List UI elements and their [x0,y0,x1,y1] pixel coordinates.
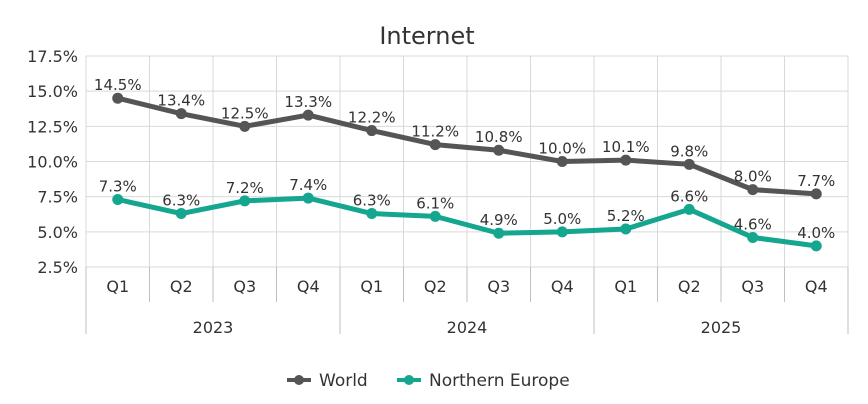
data-label: 12.5% [221,104,269,122]
data-label: 8.0% [734,168,772,186]
data-point [239,120,251,132]
x-tick-label: Q4 [297,277,320,296]
data-point [683,158,695,170]
data-label: 14.5% [94,76,142,94]
x-tick-label: Q2 [424,277,447,296]
year-label: 2025 [701,318,742,337]
y-tick-label: 12.5% [27,117,78,136]
series-world: 14.5% 13.4% 12.5% 13.3% 12.2% 11.2% 10.8% 10.0%… [94,76,835,200]
data-point [429,139,441,151]
series-line [115,195,819,249]
chart-title: Internet [379,22,474,50]
data-point [302,192,314,204]
data-label: 6.3% [353,192,391,210]
x-tick-label: Q3 [233,277,256,296]
data-label: 5.2% [607,207,645,225]
data-label: 4.6% [734,215,772,233]
data-point [493,144,505,156]
data-label: 6.3% [162,192,200,210]
data-point [556,156,568,167]
y-axis-tick-labels: 2.5% 5.0% 7.5% 10.0% 12.5% 15.0% 17.5% [27,47,78,277]
data-label: 5.0% [543,210,581,228]
data-label: 7.3% [99,177,137,195]
data-label: 12.2% [348,109,396,127]
legend-label: Northern Europe [429,371,570,391]
x-tick-label: Q1 [360,277,383,296]
data-point [810,240,822,252]
series-layer: 14.5% 13.4% 12.5% 13.3% 12.2% 11.2% 10.8% 10.0%… [94,76,835,252]
data-point [620,223,632,235]
y-tick-label: 15.0% [27,82,78,101]
data-label: 7.2% [226,179,264,197]
data-label: 7.4% [289,176,327,194]
data-point [747,184,759,196]
data-point [366,208,378,220]
x-tick-label: Q2 [678,277,701,296]
data-label: 10.8% [475,128,523,146]
data-label: 4.0% [797,224,835,242]
legend-marker [294,375,304,385]
y-tick-label: 7.5% [37,188,78,207]
data-label: 4.9% [480,211,518,229]
data-label: 9.8% [670,142,708,160]
legend: World Northern Europe [287,371,570,391]
data-point [747,231,759,243]
data-point [175,208,187,220]
year-label: 2023 [193,318,234,337]
year-label: 2024 [447,318,488,337]
legend-marker [404,375,414,385]
x-tick-label: Q2 [170,277,193,296]
data-label: 10.0% [538,140,586,158]
y-tick-label: 2.5% [37,258,78,277]
data-point [810,188,822,200]
data-label: 13.3% [284,93,332,111]
data-point [302,109,314,121]
data-point [683,203,695,215]
data-point [175,108,187,120]
x-axis: Q1 Q2 Q3 Q4 Q1 Q2 Q3 Q4 Q1 Q2 Q3 Q4 2023 2024 2025 [85,267,849,337]
data-point [493,227,505,239]
y-tick-label: 17.5% [27,47,78,66]
data-point [239,195,251,207]
x-tick-label: Q3 [741,277,764,296]
x-tick-label: Q4 [805,277,828,296]
data-point [112,193,124,205]
data-point [620,154,632,166]
data-point [112,92,124,104]
y-tick-label: 5.0% [37,223,78,242]
data-label: 11.2% [411,123,459,141]
data-label: 13.4% [157,92,205,110]
data-point [556,226,568,238]
data-label: 6.6% [670,187,708,205]
x-tick-label: Q1 [614,277,637,296]
data-label: 10.1% [602,138,650,156]
x-tick-label: Q1 [106,277,129,296]
grid [85,55,849,268]
data-label: 6.1% [416,194,454,212]
data-label: 7.7% [797,172,835,190]
data-point [429,210,441,222]
y-tick-label: 10.0% [27,153,78,172]
legend-item: Northern Europe [397,371,570,391]
legend-label: World [319,371,368,391]
data-point [366,125,378,137]
x-tick-label: Q4 [551,277,574,296]
series-line [115,95,819,197]
legend-item: World [287,371,368,391]
series-northern-europe: 7.3% 6.3% 7.2% 7.4% 6.3% 6.1% 4.9% 5.0% 5.2% 6.6%… [99,176,835,252]
x-tick-label: Q3 [487,277,510,296]
